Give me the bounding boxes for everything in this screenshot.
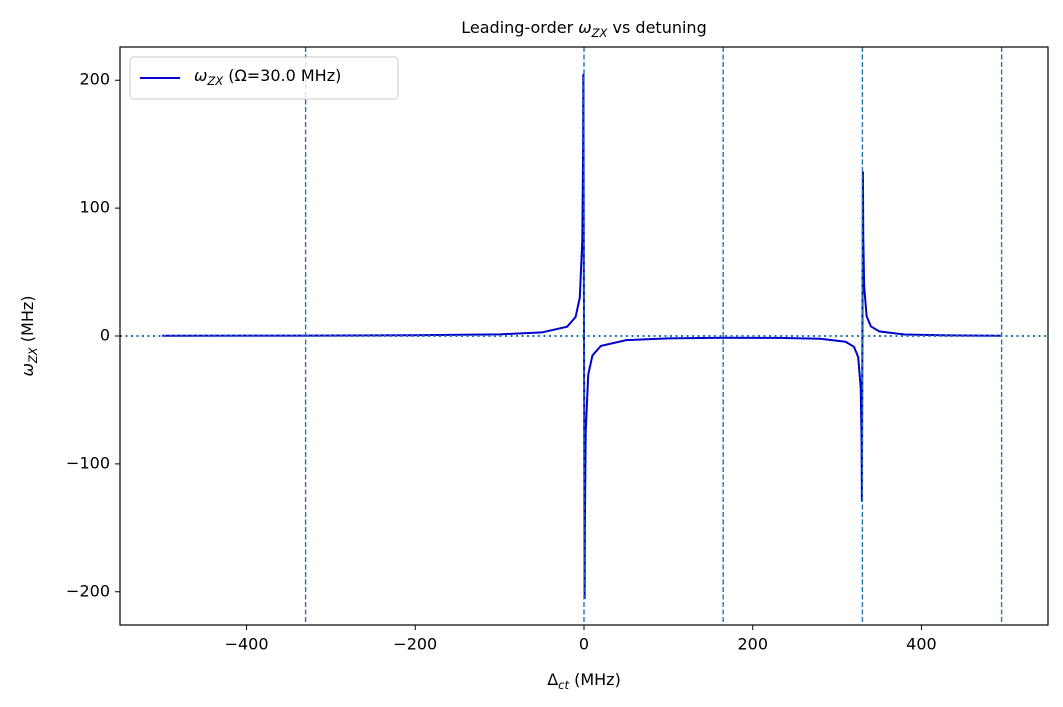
x-axis-label: Δct (MHz) [547, 670, 621, 692]
x-tick-label: −400 [225, 635, 269, 654]
chart-title: Leading-order ωZX vs detuning [461, 18, 706, 40]
y-tick-label: −100 [66, 453, 110, 472]
y-axis-label-part: ω [18, 363, 37, 376]
y-tick-label: −200 [66, 581, 110, 600]
legend-label-part: ZX [206, 74, 224, 88]
y-tick-label: 200 [79, 70, 110, 89]
chart-title-part: ω [578, 18, 591, 37]
x-axis-label-part: Δ [547, 670, 558, 689]
chart-title-part: Leading-order [461, 18, 578, 37]
x-tick-label: −200 [393, 635, 437, 654]
data-line [162, 73, 1002, 600]
y-tick-label: 100 [79, 198, 110, 217]
y-axis-label-part: ZX [26, 346, 40, 364]
legend-label-part: ω [194, 66, 207, 85]
x-tick-label: 0 [579, 635, 589, 654]
y-axis-label: ωZX (MHz) [18, 296, 40, 377]
y-tick-label: 0 [100, 326, 110, 345]
x-tick-label: 200 [737, 635, 768, 654]
chart-title-part: ZX [591, 26, 609, 40]
x-tick-label: 400 [906, 635, 937, 654]
x-axis-label-part: ct [558, 678, 569, 692]
plot-frame [119, 46, 1049, 626]
chart-title-part: vs detuning [607, 18, 706, 37]
x-axis-label-part: (MHz) [569, 670, 621, 689]
legend-box [129, 56, 399, 100]
y-axis-label-part: (MHz) [18, 296, 37, 348]
legend-label-part: (Ω=30.0 MHz) [223, 66, 341, 85]
legend-label: ωZX (Ω=30.0 MHz) [194, 66, 341, 88]
